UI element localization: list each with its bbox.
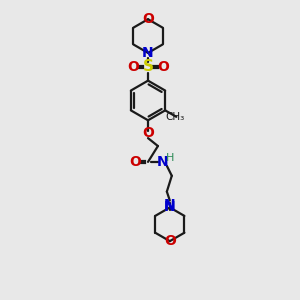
- Text: O: O: [157, 60, 169, 74]
- Text: O: O: [142, 126, 154, 140]
- Text: N: N: [164, 199, 176, 212]
- Text: N: N: [157, 155, 169, 169]
- Text: H: H: [166, 153, 174, 163]
- Text: O: O: [164, 234, 176, 248]
- Text: O: O: [142, 12, 154, 26]
- Text: S: S: [142, 59, 154, 74]
- Text: CH₃: CH₃: [166, 112, 185, 122]
- Text: N: N: [164, 200, 176, 214]
- Text: N: N: [142, 46, 154, 60]
- Text: O: O: [127, 60, 139, 74]
- Text: O: O: [129, 155, 141, 169]
